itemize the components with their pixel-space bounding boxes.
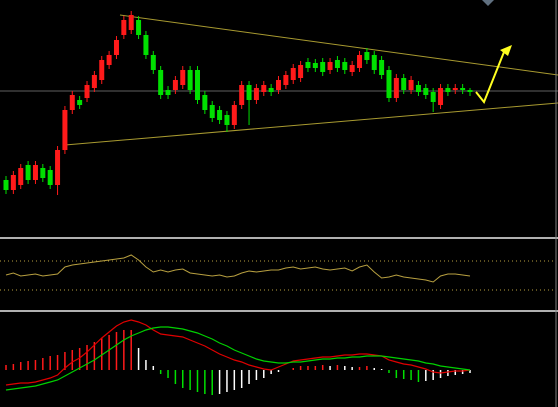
candle-body — [32, 165, 38, 180]
candle-body — [415, 85, 421, 92]
candle-body — [47, 170, 53, 185]
candle-body — [268, 88, 274, 92]
macd-line — [5, 326, 471, 391]
candle-body — [438, 88, 444, 105]
candle-body — [165, 90, 171, 95]
trend-line — [64, 102, 558, 146]
candle-body — [224, 115, 230, 125]
candle-body — [452, 88, 458, 90]
projection-arrow — [475, 51, 505, 104]
candle-body — [180, 70, 186, 85]
candle-body — [467, 90, 473, 92]
candle-body — [305, 62, 311, 68]
candle-body — [327, 62, 333, 70]
candle-body — [10, 175, 16, 190]
candle-body — [194, 70, 200, 100]
candle-body — [364, 52, 370, 60]
candle-body — [128, 15, 134, 30]
candle-body — [276, 80, 282, 90]
candle-body — [371, 55, 377, 70]
candle-body — [246, 85, 252, 100]
candle-body — [408, 80, 414, 90]
candle-body — [136, 20, 142, 35]
candle-body — [113, 40, 119, 55]
candle-body — [290, 68, 296, 80]
candle-body — [84, 85, 90, 98]
macd-line — [5, 319, 471, 386]
candle-body — [334, 60, 340, 68]
candle-body — [379, 60, 385, 75]
candle-body — [312, 63, 318, 68]
candle-body — [3, 180, 9, 190]
candle-body — [357, 55, 363, 68]
candle-body — [401, 78, 407, 90]
candle-body — [423, 88, 429, 95]
candle-body — [25, 165, 31, 180]
candle-body — [386, 70, 392, 98]
candle-body — [393, 78, 399, 98]
candle-body — [91, 75, 97, 88]
candle-body — [209, 105, 215, 118]
candle-body — [320, 62, 326, 72]
candle-body — [158, 70, 164, 95]
candle-body — [18, 168, 24, 185]
candle-body — [99, 60, 105, 80]
candle-body — [217, 110, 223, 120]
candle-body — [121, 20, 127, 35]
candle-body — [69, 95, 75, 110]
candle-body — [445, 88, 451, 92]
candle-body — [342, 62, 348, 70]
candle-body — [253, 88, 259, 100]
candle-body — [430, 92, 436, 102]
candle-body — [77, 100, 83, 105]
scroll-marker — [482, 0, 494, 6]
trend-line — [119, 14, 558, 76]
candle-body — [150, 55, 156, 70]
candle-body — [261, 85, 267, 92]
candle-body — [143, 35, 149, 55]
candle-body — [106, 55, 112, 65]
oscillator-line — [5, 254, 471, 283]
candle-body — [40, 168, 46, 178]
candle-body — [239, 85, 245, 105]
candle-body — [172, 80, 178, 90]
candle-body — [283, 75, 289, 85]
candle-body — [349, 65, 355, 72]
candle-body — [55, 150, 61, 185]
panel-divider — [0, 310, 558, 312]
candle-body — [298, 65, 304, 78]
candle-body — [202, 95, 208, 110]
candle-body — [460, 88, 466, 90]
panel-divider — [0, 237, 558, 239]
candle-body — [231, 105, 237, 125]
candle-body — [62, 110, 68, 150]
candle-body — [187, 70, 193, 90]
arrow-head — [500, 45, 512, 56]
